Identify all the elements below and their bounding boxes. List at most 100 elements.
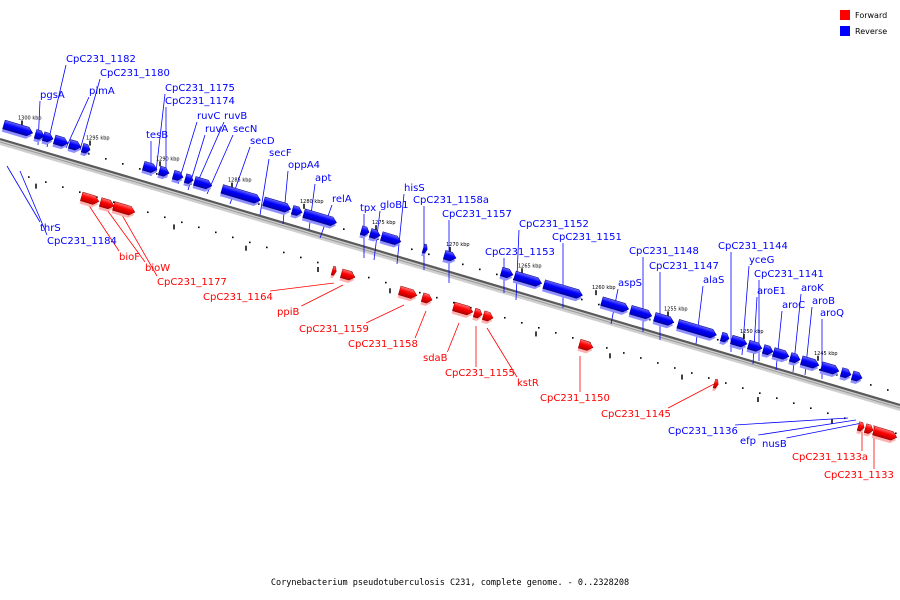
guide-dot [657, 362, 659, 364]
reverse-gene-arrow [52, 134, 69, 150]
gene-label-biof: bioF [119, 252, 140, 263]
forward-gene-arrow [863, 423, 874, 437]
guide-dot [649, 318, 651, 321]
gene-label-cpc231-1147: CpC231_1147 [649, 261, 719, 272]
scale-tick-label: 1270 kbp [446, 242, 470, 248]
leader-line [667, 383, 715, 409]
guide-dot [674, 367, 676, 369]
guide-dot [793, 402, 795, 404]
guide-dot [895, 432, 897, 435]
legend-forward-swatch [840, 10, 850, 20]
scale-ticks: 1300 kbp 1295 kbp 1290 kbp 1285 kbp 1280 kbp… [18, 116, 838, 424]
legend-reverse-swatch [840, 26, 850, 36]
reverse-gene-arrow [290, 205, 303, 219]
guide-dot [249, 241, 251, 244]
guide-dot [691, 372, 693, 374]
reverse-gene-arrow [442, 250, 457, 264]
scale-tick-label: 1300 kbp [18, 116, 42, 122]
guide-dot [572, 337, 574, 339]
forward-gene-arrow [330, 265, 337, 279]
leader-line [282, 170, 289, 225]
guide-dot [819, 369, 821, 371]
leader-line [786, 422, 863, 439]
gene-label-cpc231-1177: CpC231_1177 [157, 277, 227, 288]
leader-line [735, 417, 849, 426]
scale-tick-label: 1275 kbp [372, 220, 396, 226]
forward-gene-arrow [339, 268, 356, 284]
genome-axis [0, 137, 900, 411]
gene-label-secd: secD [250, 136, 275, 147]
scale-tick-label: 1250 kbp [740, 329, 764, 335]
leader-line [6, 165, 41, 223]
guide-dot [776, 397, 778, 399]
guide-dot [470, 306, 472, 309]
gene-label-cpc231-1148: CpC231_1148 [629, 246, 699, 257]
gene-label-cpc231-1136: CpC231_1136 [668, 426, 738, 437]
guide-dot [139, 168, 141, 170]
gene-label-cpc231-1157: CpC231_1157 [442, 209, 512, 220]
leader-line [486, 327, 518, 378]
reverse-gene-arrow [1, 119, 34, 139]
legend-reverse-label: Reverse [855, 27, 887, 36]
reverse-gene-arrow [421, 243, 428, 257]
guide-dot [266, 246, 268, 249]
forward-gene-arrow [397, 285, 418, 302]
reverse-gene-arrow [183, 173, 194, 187]
reverse-gene-arrow [192, 176, 213, 192]
gene-label-tpx: tpx [360, 203, 376, 214]
leader-line [19, 170, 48, 236]
reverse-gene-arrow [819, 361, 840, 378]
guide-dot [428, 253, 430, 256]
gene-label-pima: pimA [89, 86, 115, 97]
guide-dot [717, 338, 719, 341]
gene-label-cpc231-1133: CpC231_1133 [824, 470, 894, 481]
reverse-gene-arrow [729, 334, 748, 350]
reverse-gene-arrow [67, 139, 82, 154]
guide-dot [283, 251, 285, 254]
guide-dot [521, 321, 523, 324]
forward-gene-arrow [98, 197, 115, 212]
guide-dot [45, 181, 47, 183]
gene-label-rela: relA [332, 194, 352, 205]
gene-label-sdab: sdaB [423, 353, 448, 364]
leader-line [396, 193, 405, 265]
forward-gene-arrow [451, 301, 474, 318]
guide-dot [105, 158, 107, 160]
gene-label-cpc231-1175: CpC231_1175 [165, 83, 235, 94]
guide-dot [504, 316, 506, 319]
leader-line [365, 304, 405, 324]
guide-dot [368, 276, 370, 279]
guide-dot [538, 327, 540, 329]
gene-labels: pgsA CpC231_1182 pimA CpC231_1180 CpC231_117… [40, 54, 894, 481]
guide-dot [479, 268, 481, 271]
reverse-gene-arrow [512, 270, 543, 290]
reverse-gene-arrow [141, 161, 158, 176]
leader-line [194, 121, 225, 189]
leader-line [447, 322, 460, 353]
gene-label-tesb: tesB [146, 130, 168, 141]
guide-dot [147, 211, 149, 214]
guide-dot [555, 332, 557, 334]
guide-dot [870, 384, 872, 386]
guide-dot [436, 296, 438, 299]
reverse-gene-arrow [761, 344, 774, 358]
guide-dot [317, 261, 319, 264]
forward-gene-arrow [420, 292, 433, 306]
reverse-gene-arrow [33, 129, 45, 143]
gene-label-cpc231-1155: CpC231_1155 [445, 368, 515, 379]
guide-dot [606, 347, 608, 349]
gene-label-thrs: thrS [40, 223, 61, 234]
leader-line [155, 93, 166, 173]
leader-line [101, 202, 146, 263]
reverse-gene-arrow [788, 352, 801, 366]
reverse-gene-arrow [499, 266, 514, 281]
reverse-gene-arrow [261, 196, 292, 216]
scale-tick-label: 1280 kbp [300, 199, 324, 205]
gene-label-apt: apt [315, 173, 331, 184]
gene-label-cpc231-1180: CpC231_1180 [100, 68, 170, 79]
scale-tick-label: 1285 kbp [228, 178, 252, 184]
guide-dot [385, 281, 387, 284]
gene-label-cpc231-1145: CpC231_1145 [601, 409, 671, 420]
gene-label-cpc231-1141: CpC231_1141 [754, 269, 824, 280]
